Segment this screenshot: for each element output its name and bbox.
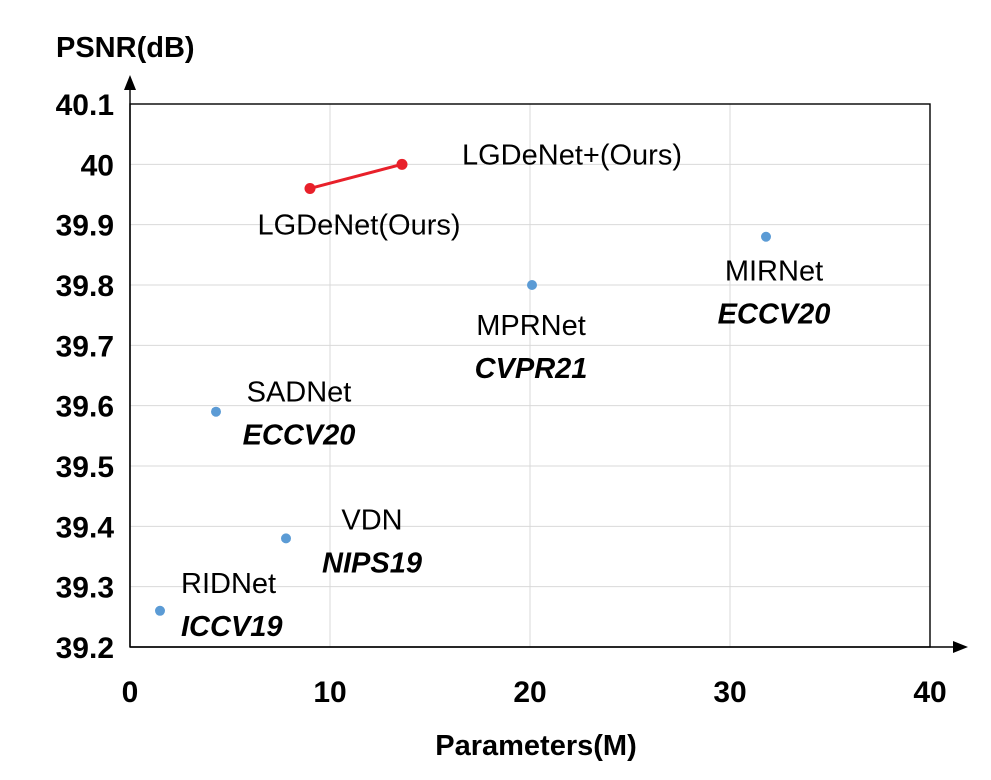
point-label-name: RIDNet [181, 568, 276, 600]
ours-connecting-line [309, 162, 403, 190]
y-tick-label: 39.2 [56, 632, 114, 665]
baseline-point [527, 280, 537, 290]
point-label-name: MPRNet [476, 310, 586, 342]
y-tick-label: 39.4 [56, 511, 115, 544]
baseline-point [281, 533, 291, 544]
baseline-point [761, 231, 771, 242]
x-tick-label: 10 [313, 676, 346, 709]
y-tick-labels: 39.2 39.3 39.4 39.5 39.6 39.7 39.8 39.9 40 40.1 [56, 89, 115, 665]
point-label-name: SADNet [247, 377, 352, 409]
y-tick-label: 40.1 [56, 89, 114, 122]
x-tick-label: 0 [122, 676, 139, 709]
y-axis-arrow [124, 75, 136, 90]
y-tick-label: 39.9 [56, 210, 114, 243]
y-tick-label: 40 [81, 149, 114, 182]
ours-point [396, 158, 408, 170]
ours-series [304, 158, 408, 194]
y-tick-label: 39.7 [56, 330, 114, 363]
point-labels: RIDNet ICCV19 VDN NIPS19 SADNet ECCV20 MPRNet C… [181, 139, 830, 642]
x-tick-label: 40 [913, 676, 946, 709]
y-tick-label: 39.6 [56, 391, 114, 424]
baseline-series [155, 231, 771, 616]
y-tick-label: 39.3 [56, 572, 114, 605]
baseline-point [211, 406, 221, 417]
point-label-venue: CVPR21 [475, 353, 588, 385]
point-label-name: MIRNet [725, 256, 823, 288]
point-label-venue: ICCV19 [181, 611, 283, 643]
point-label-venue: NIPS19 [322, 547, 422, 579]
ours-label: LGDeNet+(Ours) [462, 139, 682, 171]
ours-label: LGDeNet(Ours) [257, 209, 460, 241]
y-tick-label: 39.8 [56, 270, 114, 303]
x-axis-arrow [953, 641, 968, 653]
y-axis-title: PSNR(dB) [56, 32, 195, 64]
point-label-name: VDN [341, 504, 402, 536]
baseline-point [155, 605, 165, 616]
y-tick-label: 39.5 [56, 451, 114, 484]
x-tick-labels: 0 10 20 30 40 [122, 676, 947, 709]
x-tick-label: 20 [513, 676, 546, 709]
ours-point [304, 182, 316, 194]
x-tick-label: 30 [713, 676, 746, 709]
point-label-venue: ECCV20 [243, 420, 356, 452]
point-label-venue: ECCV20 [718, 299, 831, 331]
x-axis-title: Parameters(M) [435, 730, 636, 762]
